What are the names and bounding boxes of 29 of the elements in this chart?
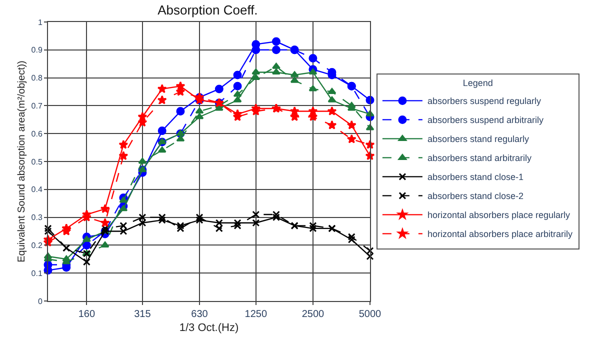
legend-label: absorbers stand close-1 [427, 172, 524, 182]
legend-label: horizontal absorbers place arbitrarily [427, 229, 574, 240]
x-tick-label: 1250 [244, 309, 268, 320]
y-tick-label: 0.5 [31, 157, 43, 166]
legend-label: horizontal absorbers place regularly [427, 210, 571, 220]
legend-label: absorbers stand regularly [427, 134, 530, 144]
y-tick-label: 0.8 [31, 74, 43, 83]
y-tick-label: 0 [38, 296, 43, 306]
x-tick-label: 630 [191, 309, 208, 320]
y-tick-label: 0.1 [31, 268, 43, 278]
legend-label: absorbers stand arbitrarily [427, 153, 532, 164]
y-axis-title: Equivalent Sound absorption area(m²/object)) [16, 60, 28, 262]
y-tick-label: 0.7 [31, 102, 43, 110]
x-tick-label: 5000 [358, 309, 382, 320]
legend-label: absorbers stand close-2 [427, 191, 524, 202]
y-tick-label: 0.4 [31, 185, 43, 194]
legend-title: Legend [462, 78, 493, 88]
y-tick-label: 0.6 [31, 129, 43, 138]
x-tick-label: 315 [134, 309, 152, 320]
chart-title: Absorption Coeff. [158, 2, 258, 18]
x-axis-title: 1/3 Oct.(Hz) [179, 322, 239, 334]
y-tick-label: 0.2 [31, 241, 43, 250]
y-tick-label: 0.9 [31, 46, 43, 55]
x-tick-label: 160 [78, 309, 96, 320]
y-tick-label: 0.3 [31, 213, 43, 222]
x-tick-label: 2500 [302, 309, 325, 320]
y-tick-label: 1 [38, 18, 43, 27]
legend-label: absorbers suspend arbitrarily [427, 115, 544, 126]
legend-label: absorbers suspend regularly [427, 96, 542, 106]
